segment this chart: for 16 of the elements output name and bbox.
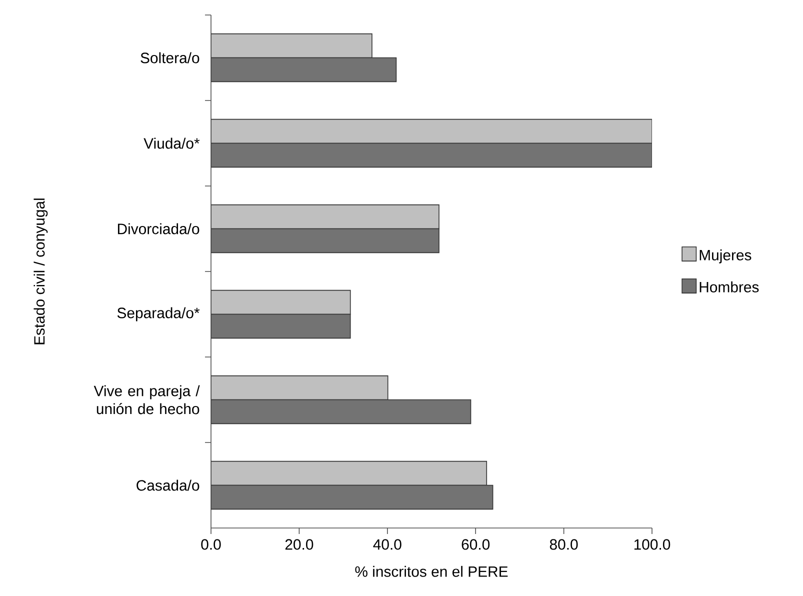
x-tick-label: 20.0 xyxy=(285,539,314,550)
x-tick-label: 0.0 xyxy=(201,539,221,550)
y-tick-label: Viuda/o* xyxy=(144,138,200,149)
y-tick-label: Separada/o* xyxy=(117,307,200,322)
y-tick-label: Soltera/o xyxy=(140,52,200,64)
y-axis-title: Estado civil / conyugal xyxy=(34,198,48,344)
x-tick-label: 80.0 xyxy=(550,539,578,550)
x-tick-label: 60.0 xyxy=(462,539,490,550)
legend-label: Hombres xyxy=(700,281,759,292)
legend-label: Mujeres xyxy=(700,249,752,264)
x-tick-label: 100.0 xyxy=(634,539,670,550)
x-axis-title: % inscritos en el PERE xyxy=(355,566,508,577)
x-tick-label: 40.0 xyxy=(373,539,402,550)
y-tick-label: Casada/o xyxy=(136,480,200,491)
y-tick-label: Divorciada/o xyxy=(118,223,200,234)
y-tick-label: Vive en pareja / unión de hecho xyxy=(94,385,200,414)
